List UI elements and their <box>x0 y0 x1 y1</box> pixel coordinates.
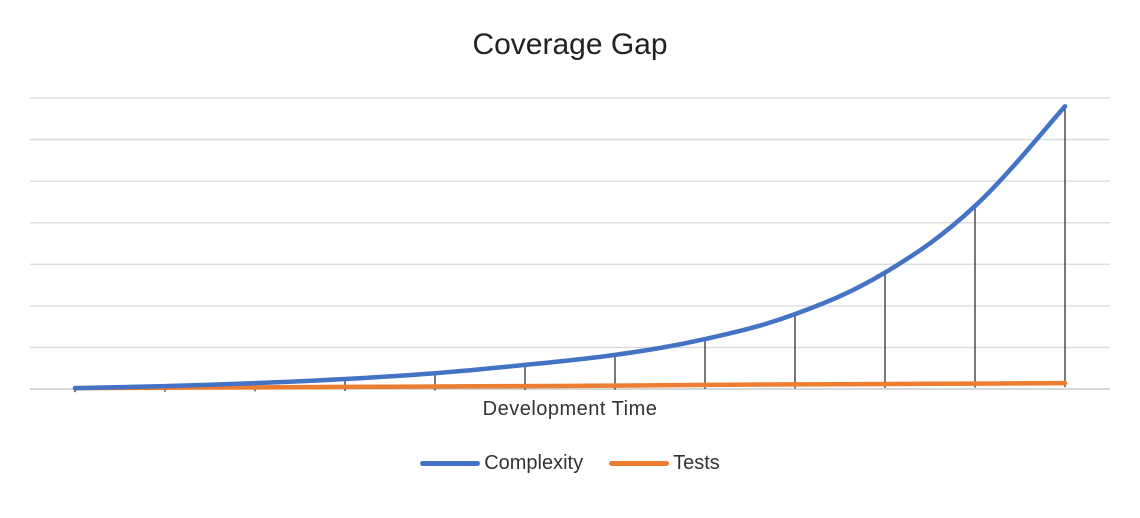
chart-title: Coverage Gap <box>472 28 668 61</box>
legend-label-complexity: Complexity <box>484 452 584 474</box>
drop-lines <box>74 106 1066 393</box>
legend-item-tests: Tests <box>609 452 720 475</box>
x-axis-label: Development Time <box>482 398 658 420</box>
legend-swatch-complexity <box>420 461 481 466</box>
legend-label-tests: Tests <box>673 452 720 474</box>
legend: Complexity Tests <box>0 452 1140 475</box>
gridlines <box>30 97 1110 390</box>
series-line-tests <box>72 380 1068 391</box>
legend-item-complexity: Complexity <box>420 452 583 475</box>
series-line-complexity <box>72 104 1068 391</box>
legend-swatch-tests <box>609 461 670 466</box>
series-lines <box>72 104 1068 391</box>
